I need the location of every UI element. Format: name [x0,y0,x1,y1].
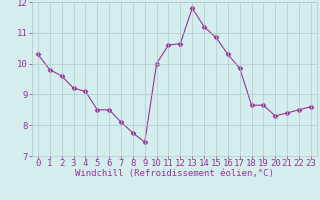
X-axis label: Windchill (Refroidissement éolien,°C): Windchill (Refroidissement éolien,°C) [75,169,274,178]
